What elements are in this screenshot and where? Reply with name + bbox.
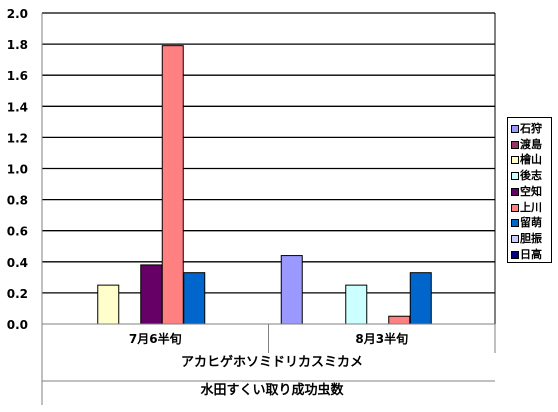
legend-item: 日高 — [511, 247, 553, 263]
axes — [41, 13, 496, 405]
bar-上川 — [388, 315, 411, 325]
y-tick-label: 1.4 — [7, 100, 28, 114]
y-tick-label: 0.6 — [7, 225, 28, 239]
y-tick-label: 0.4 — [7, 256, 28, 270]
y-tick-label: 1.0 — [7, 163, 28, 177]
x-axis-label-line2: 水田すくい取り成功虫数 — [200, 382, 344, 398]
y-tick-label: 0.8 — [7, 194, 28, 208]
legend-label: 上川 — [520, 200, 542, 214]
legend-item: 石狩 — [511, 121, 553, 137]
legend-item: 胆振 — [511, 231, 553, 247]
legend-swatch — [511, 140, 519, 149]
legend-swatch — [511, 187, 519, 196]
legend-label: 檜山 — [520, 153, 542, 167]
x-category-labels: 7月6半旬 8月3半旬 — [129, 331, 408, 346]
legend-swatch — [511, 172, 519, 181]
bars — [97, 45, 432, 325]
y-tick-label: 1.6 — [7, 69, 28, 83]
bar-留萌 — [183, 272, 206, 325]
legend-swatch — [511, 125, 519, 133]
legend-item: 留萌 — [511, 215, 553, 231]
legend-swatch — [511, 219, 519, 228]
legend: 石狩渡島檜山後志 空知上川留萌 胆振日高 — [507, 117, 552, 263]
bar-上川 — [161, 45, 184, 325]
legend-label: 胆振 — [520, 231, 542, 245]
legend-label: 空知 — [520, 184, 542, 198]
legend-item: 後志 — [511, 168, 553, 184]
legend-swatch — [511, 234, 519, 243]
y-tick-label: 2.0 — [7, 7, 28, 21]
legend-swatch — [511, 156, 519, 165]
y-tick-label: 0.2 — [7, 287, 28, 301]
bar-石狩 — [280, 255, 303, 325]
bar-後志 — [345, 284, 368, 325]
x-category-label: 7月6半旬 — [129, 331, 182, 346]
y-tick-label: 1.2 — [7, 131, 28, 145]
legend-label: 渡島 — [520, 137, 542, 151]
y-tick-label: 0.0 — [7, 318, 28, 332]
legend-label: 日高 — [520, 247, 542, 261]
legend-item: 檜山 — [511, 152, 553, 168]
legend-item: 渡島 — [511, 137, 553, 153]
x-axis-label-line1: アカヒゲホソミドリカスミカメ — [181, 354, 363, 370]
legend-label: 留萌 — [520, 216, 542, 230]
legend-label: 石狩 — [520, 122, 542, 135]
bar-空知 — [140, 264, 163, 325]
y-tick-label: 1.8 — [7, 38, 28, 52]
bar-檜山 — [97, 284, 120, 325]
legend-item: 空知 — [511, 184, 553, 200]
y-tick-labels: 0.0 0.2 0.4 0.6 0.8 1.0 1.2 1.4 1.6 1.8 2.0 — [7, 7, 28, 332]
legend-swatch — [511, 203, 519, 212]
gridlines — [42, 12, 495, 294]
x-category-label: 8月3半旬 — [355, 331, 408, 346]
legend-item: 上川 — [511, 200, 553, 216]
legend-label: 後志 — [520, 169, 542, 183]
bar-留萌 — [409, 272, 432, 325]
legend-swatch — [511, 250, 519, 259]
